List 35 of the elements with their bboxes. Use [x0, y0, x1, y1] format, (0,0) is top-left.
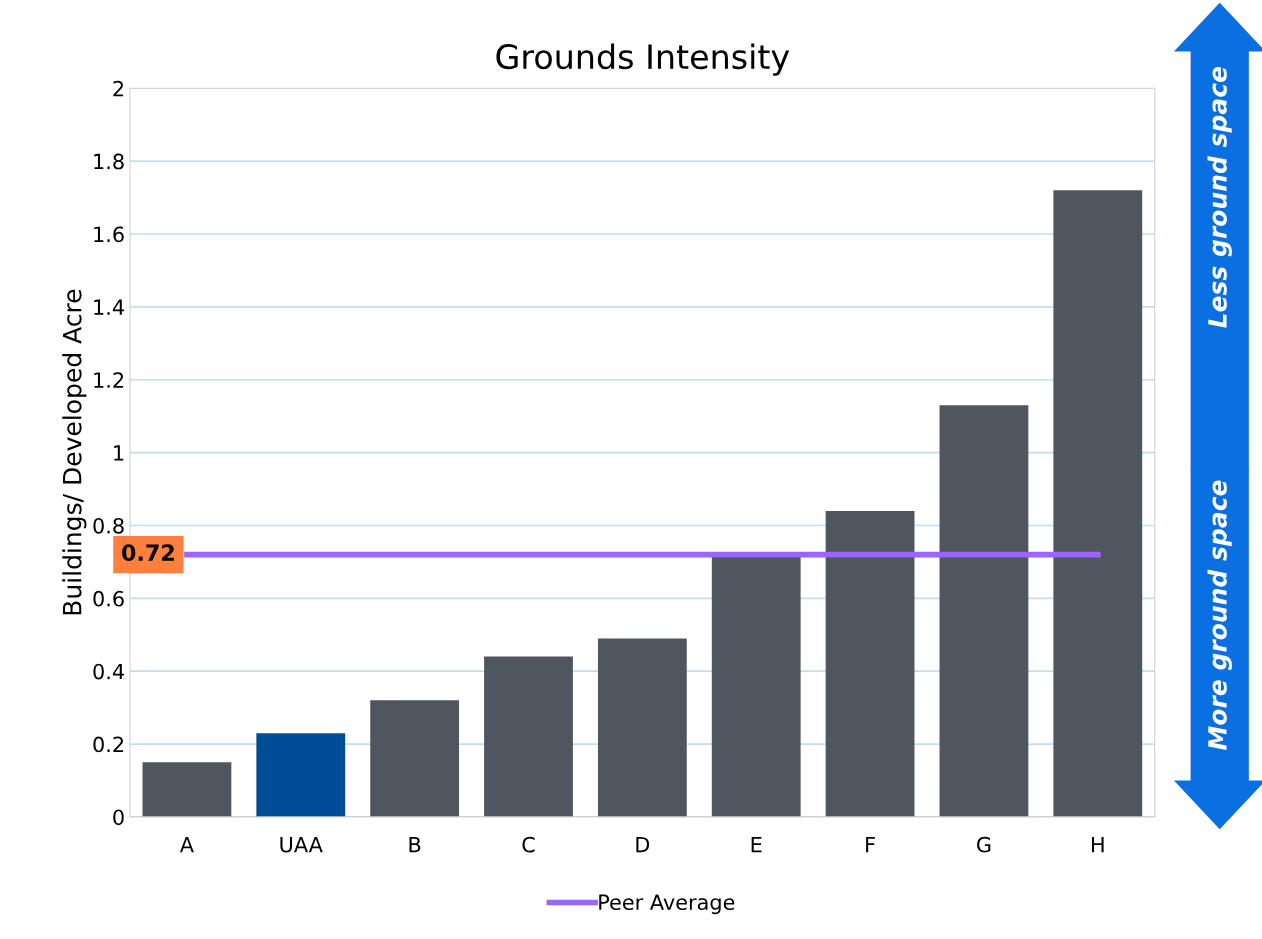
legend-label: Peer Average	[599, 894, 735, 915]
x-tick-label: A	[179, 837, 194, 853]
text: More ground space	[1207, 480, 1232, 751]
x-tick-label: G	[977, 836, 991, 853]
bar	[711, 554, 801, 817]
y-axis-title: Buildings/ Developed Acre	[62, 289, 87, 615]
y-tick-label: 0.6	[93, 590, 124, 607]
annotation: 0.72	[122, 544, 174, 562]
y-tick-label: 1.6	[94, 226, 124, 243]
x-tick-label: F	[866, 837, 875, 853]
y-tick-label: 0.2	[93, 736, 124, 753]
y-tick-label: 1.4	[94, 299, 124, 315]
text: Less ground space	[1207, 66, 1232, 328]
chart-title: Grounds Intensity	[496, 43, 790, 76]
bar	[256, 733, 346, 817]
x-tick-label: C	[522, 836, 535, 853]
y-tick-label: 2	[113, 80, 124, 97]
bar	[939, 405, 1029, 817]
bar	[142, 762, 232, 817]
bar	[1053, 190, 1143, 817]
x-tick-label: B	[409, 837, 421, 853]
bar	[370, 700, 460, 817]
x-tick-label: E	[751, 837, 762, 853]
bar	[484, 656, 573, 817]
y-tick-label: 0.8	[93, 517, 124, 534]
y-tick-label: 1.8	[94, 153, 124, 170]
x-tick-label: UAA	[280, 837, 323, 853]
y-tick-label: 0.4	[93, 663, 124, 680]
bar	[597, 638, 687, 817]
y-tick-label: 0	[113, 809, 124, 826]
y-tick-label: 1.2	[94, 372, 124, 388]
bar	[825, 510, 915, 817]
x-tick-label: D	[636, 837, 650, 853]
y-tick-label: 1	[114, 445, 124, 461]
x-tick-label: H	[1092, 837, 1104, 853]
